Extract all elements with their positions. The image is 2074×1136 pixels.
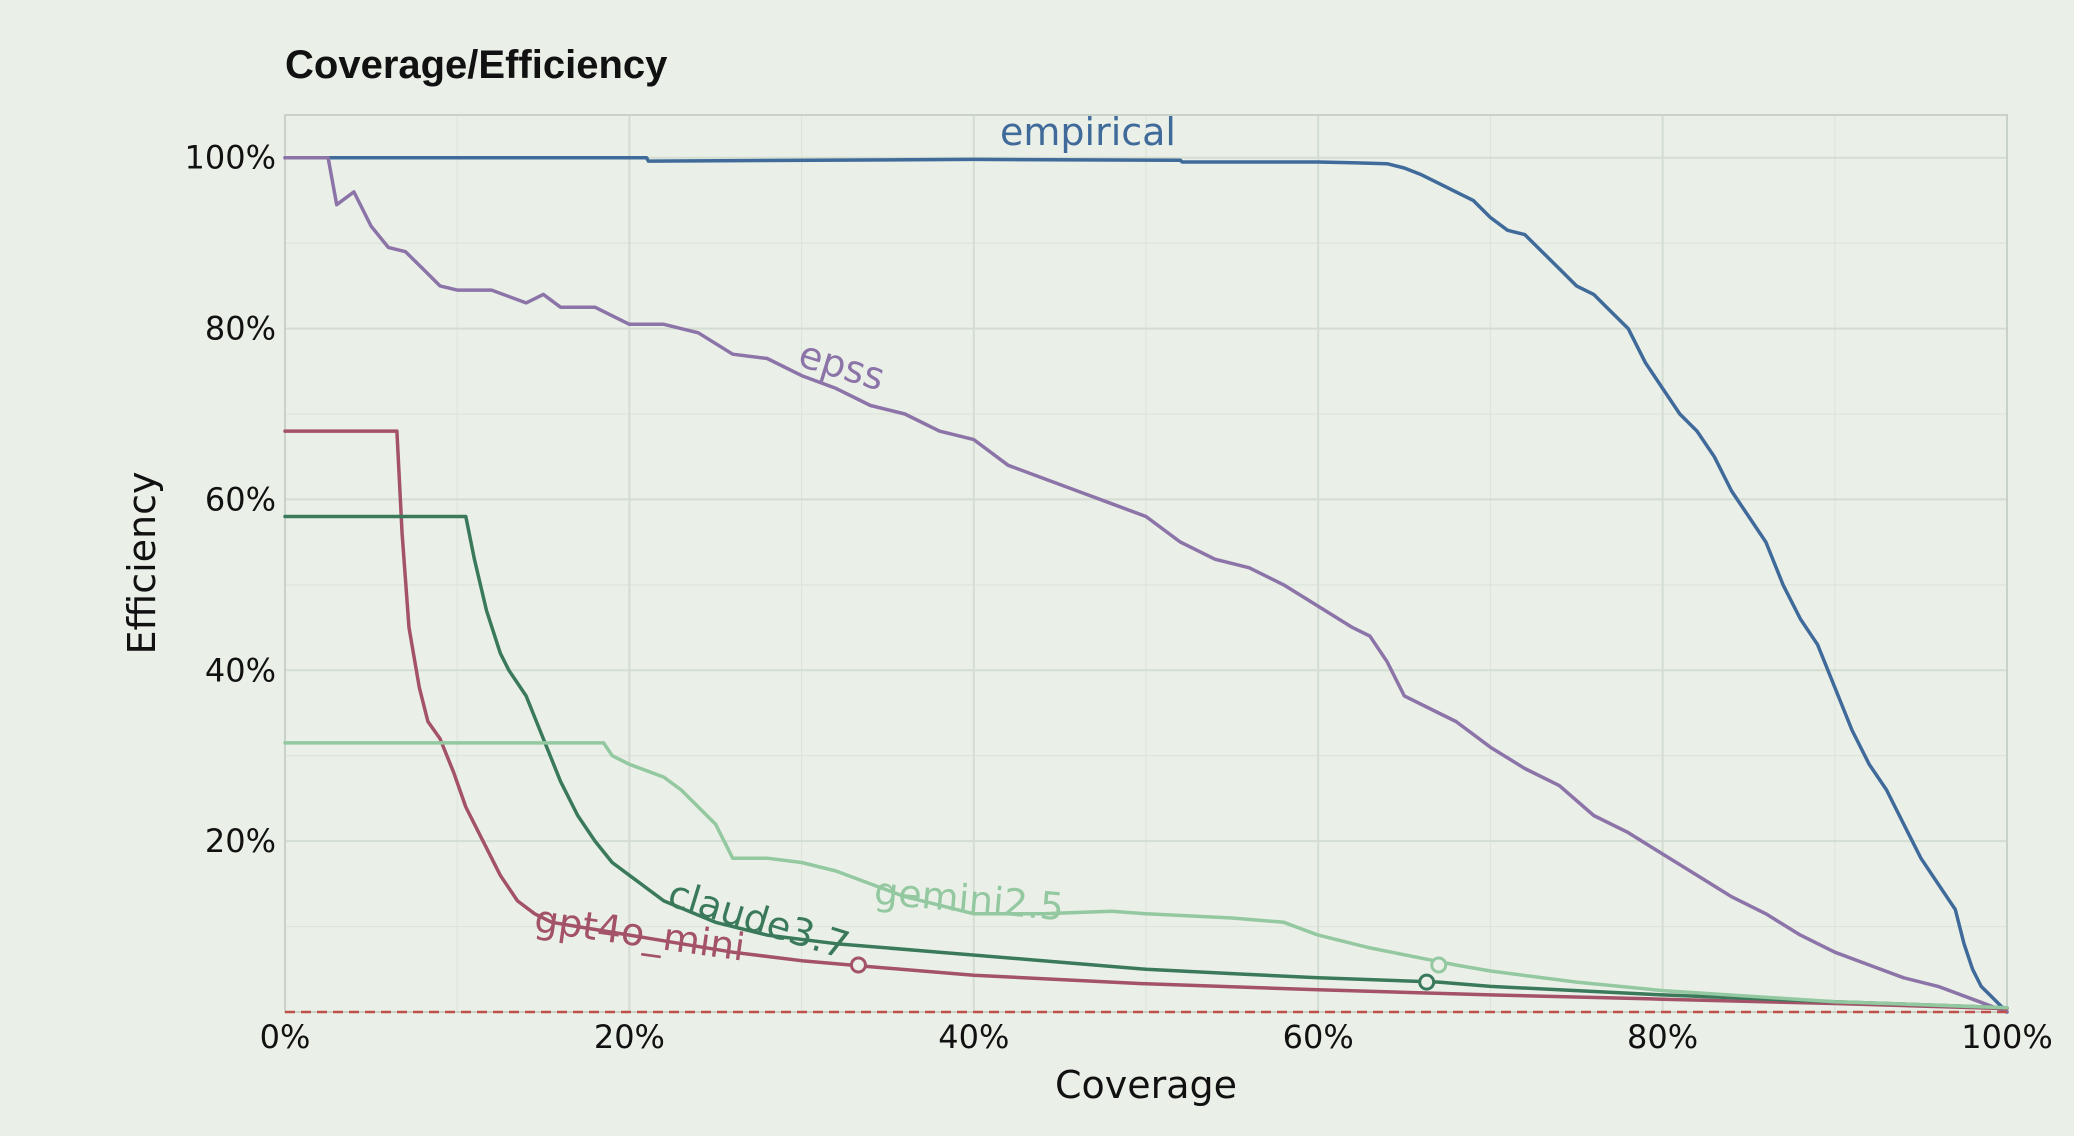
marker-claude3-7 [1418,973,1436,991]
series-line-gpt4o-mini [283,429,2009,1011]
plot-frame [284,114,2008,1013]
series-line-empirical [283,155,2009,1014]
marker-layer [849,956,1448,991]
x-tick-label: 0% [260,1018,311,1056]
series-label-epss: epss [794,332,890,400]
x-axis-label: Coverage [1055,1063,1237,1107]
x-tick-label: 60% [1283,1018,1354,1056]
x-tick-label: 40% [938,1018,1009,1056]
x-tick-label: 80% [1627,1018,1698,1056]
series-line-epss [283,155,2009,1014]
series-layer [283,155,2009,1014]
series-line-claude3-7 [283,514,2009,1010]
x-tick-label: 20% [594,1018,665,1056]
chart-title: Coverage/Efficiency [285,43,668,87]
y-tick-label: 100% [185,139,276,177]
y-axis-label: Efficiency [120,471,164,654]
y-tick-label: 20% [205,822,276,860]
x-tick-label: 100% [1961,1018,2052,1056]
series-label-gemini2-5: gemini2.5 [872,869,1065,929]
y-tick-label: 80% [205,310,276,348]
ticks: 0% 20% 40% 60% 80% 100% 20% 40% 60% 80% 100% [185,139,2053,1056]
marker-gemini2-5 [1430,956,1448,974]
grid [285,115,2007,1012]
y-tick-label: 60% [205,480,276,518]
marker-gpt4o-mini [849,956,867,974]
y-tick-label: 40% [205,651,276,689]
series-line-gemini2-5 [283,741,2009,1010]
series-label-empirical: empirical [1000,110,1176,154]
